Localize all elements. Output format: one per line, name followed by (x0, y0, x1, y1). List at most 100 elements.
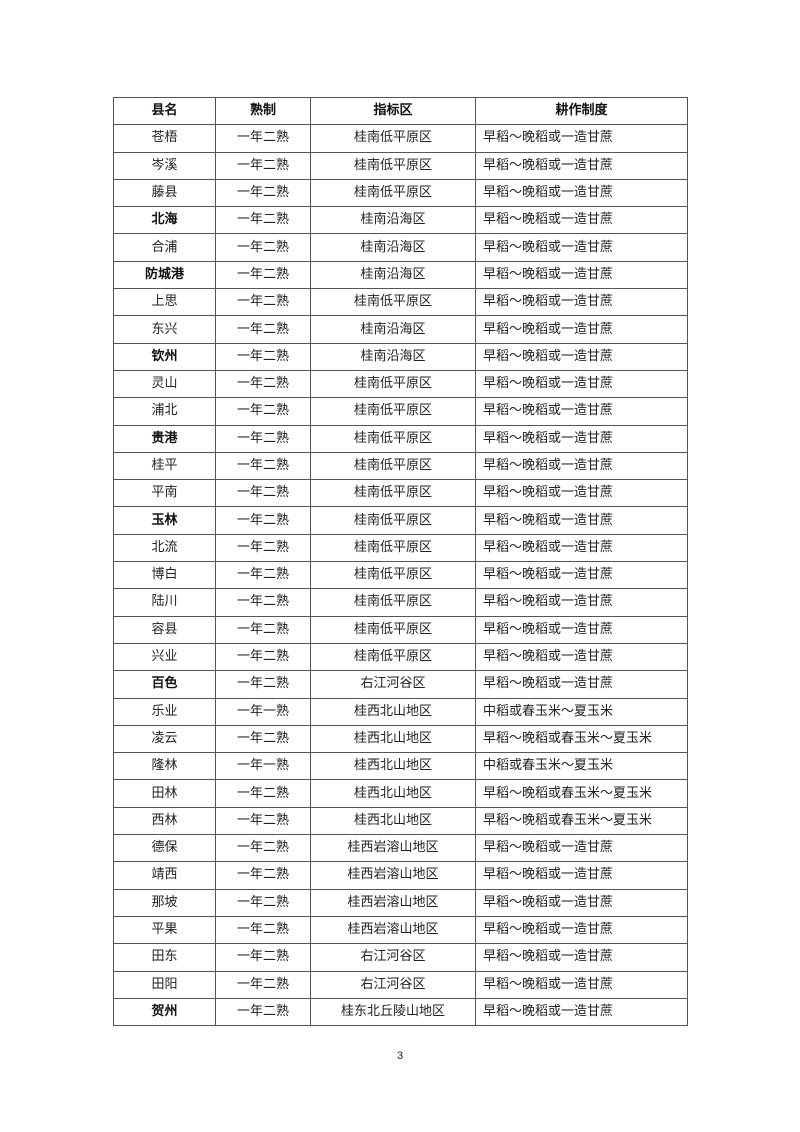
county-cell: 藤县 (113, 178, 216, 208)
county-cell: 百色 (113, 670, 216, 699)
maturity-cell: 一年二熟 (215, 397, 311, 426)
table-row: 那坡 一年二熟 桂西岩溶山地区 早稻～晚稻或一造甘蔗 (113, 888, 688, 917)
table-row: 德保 一年二熟 桂西岩溶山地区 早稻～晚稻或一造甘蔗 (113, 834, 688, 863)
county-cell: 贵港 (113, 424, 216, 453)
maturity-cell: 一年二熟 (215, 670, 311, 699)
county-cell: 玉林 (113, 506, 216, 535)
county-cell: 凌云 (113, 724, 216, 754)
county-cell: 桂平 (113, 451, 216, 481)
system-cell: 早稻～晚稻或一造甘蔗 (475, 561, 688, 590)
maturity-cell: 一年二熟 (215, 451, 311, 481)
county-cell: 灵山 (113, 369, 216, 399)
maturity-cell: 一年二熟 (215, 206, 311, 235)
zone-cell: 桂西岩溶山地区 (310, 915, 476, 945)
zone-cell: 桂西北山地区 (310, 779, 476, 808)
table-row: 西林 一年二熟 桂西北山地区 早稻～晚稻或春玉米～夏玉米 (113, 806, 688, 836)
county-cell: 田东 (113, 943, 216, 972)
maturity-cell: 一年二熟 (215, 943, 311, 972)
maturity-cell: 一年二熟 (215, 915, 311, 945)
zone-cell: 桂南低平原区 (310, 479, 476, 508)
county-cell: 平南 (113, 479, 216, 508)
maturity-cell: 一年二熟 (215, 834, 311, 863)
zone-cell: 桂西岩溶山地区 (310, 861, 476, 890)
county-cell: 博白 (113, 561, 216, 590)
system-cell: 早稻～晚稻或一造甘蔗 (475, 997, 688, 1027)
system-cell: 早稻～晚稻或一造甘蔗 (475, 533, 688, 563)
maturity-cell: 一年二熟 (215, 151, 311, 180)
county-cell: 合浦 (113, 233, 216, 262)
zone-cell: 桂东北丘陵山地区 (310, 997, 476, 1027)
maturity-cell: 一年二熟 (215, 369, 311, 399)
maturity-cell: 一年二熟 (215, 724, 311, 754)
system-cell: 早稻～晚稻或一造甘蔗 (475, 151, 688, 180)
table-row: 合浦 一年二熟 桂南沿海区 早稻～晚稻或一造甘蔗 (113, 233, 688, 262)
system-cell: 早稻～晚稻或一造甘蔗 (475, 260, 688, 290)
table-row: 玉林 一年二熟 桂南低平原区 早稻～晚稻或一造甘蔗 (113, 506, 688, 535)
county-cell: 兴业 (113, 642, 216, 672)
system-cell: 早稻～晚稻或一造甘蔗 (475, 506, 688, 535)
table-row: 北海 一年二熟 桂南沿海区 早稻～晚稻或一造甘蔗 (113, 206, 688, 235)
system-cell: 中稻或春玉米～夏玉米 (475, 752, 688, 781)
maturity-cell: 一年二熟 (215, 779, 311, 808)
table-row: 北流 一年二熟 桂南低平原区 早稻～晚稻或一造甘蔗 (113, 533, 688, 563)
system-cell: 早稻～晚稻或春玉米～夏玉米 (475, 806, 688, 836)
county-cell: 北海 (113, 206, 216, 235)
system-cell: 早稻～晚稻或一造甘蔗 (475, 451, 688, 481)
system-cell: 早稻～晚稻或一造甘蔗 (475, 588, 688, 617)
county-cell: 岑溪 (113, 151, 216, 180)
county-cell: 德保 (113, 834, 216, 863)
table-row: 隆林 一年一熟 桂西北山地区 中稻或春玉米～夏玉米 (113, 752, 688, 781)
county-cell: 隆林 (113, 752, 216, 781)
county-cell: 平果 (113, 915, 216, 945)
zone-cell: 桂南低平原区 (310, 642, 476, 672)
maturity-cell: 一年二熟 (215, 260, 311, 290)
zone-cell: 桂西北山地区 (310, 697, 476, 726)
header-county: 县名 (113, 96, 216, 126)
county-cell: 靖西 (113, 861, 216, 890)
maturity-cell: 一年二熟 (215, 233, 311, 262)
system-cell: 早稻～晚稻或一造甘蔗 (475, 369, 688, 399)
farming-system-table: 县名 熟制 指标区 耕作制度 苍梧 一年二熟 桂南低平原区 早稻～晚稻或一造甘蔗 岑溪一… (113, 96, 688, 1027)
page-number: 3 (396, 1050, 404, 1062)
maturity-cell: 一年二熟 (215, 424, 311, 453)
system-cell: 早稻～晚稻或春玉米～夏玉米 (475, 724, 688, 754)
zone-cell: 桂南低平原区 (310, 397, 476, 426)
county-cell: 苍梧 (113, 124, 216, 153)
county-cell: 浦北 (113, 397, 216, 426)
header-system: 耕作制度 (475, 96, 688, 126)
table-row: 容县 一年二熟 桂南低平原区 早稻～晚稻或一造甘蔗 (113, 615, 688, 644)
maturity-cell: 一年一熟 (215, 697, 311, 726)
zone-cell: 右江河谷区 (310, 943, 476, 972)
county-cell: 田林 (113, 779, 216, 808)
table-row: 贺州 一年二熟 桂东北丘陵山地区 早稻～晚稻或一造甘蔗 (113, 997, 688, 1027)
table-row: 浦北 一年二熟 桂南低平原区 早稻～晚稻或一造甘蔗 (113, 397, 688, 426)
county-cell: 上思 (113, 288, 216, 317)
system-cell: 早稻～晚稻或一造甘蔗 (475, 178, 688, 208)
maturity-cell: 一年二熟 (215, 588, 311, 617)
system-cell: 早稻～晚稻或一造甘蔗 (475, 315, 688, 344)
maturity-cell: 一年二熟 (215, 533, 311, 563)
zone-cell: 桂南低平原区 (310, 588, 476, 617)
zone-cell: 桂南沿海区 (310, 342, 476, 371)
system-cell: 早稻～晚稻或一造甘蔗 (475, 233, 688, 262)
zone-cell: 桂西北山地区 (310, 752, 476, 781)
table-row: 陆川 一年二熟 桂南低平原区 早稻～晚稻或一造甘蔗 (113, 588, 688, 617)
system-cell: 早稻～晚稻或一造甘蔗 (475, 397, 688, 426)
county-cell: 贺州 (113, 997, 216, 1027)
header-zone: 指标区 (310, 96, 476, 126)
zone-cell: 桂南沿海区 (310, 206, 476, 235)
zone-cell: 桂南低平原区 (310, 533, 476, 563)
header-maturity: 熟制 (215, 96, 311, 126)
table-row: 平南 一年二熟 桂南低平原区 早稻～晚稻或一造甘蔗 (113, 479, 688, 508)
table-row: 田东 一年二熟 右江河谷区 早稻～晚稻或一造甘蔗 (113, 943, 688, 972)
county-cell: 田阳 (113, 970, 216, 999)
table-row: 桂平 一年二熟 桂南低平原区 早稻～晚稻或一造甘蔗 (113, 451, 688, 481)
maturity-cell: 一年二熟 (215, 561, 311, 590)
county-cell: 防城港 (113, 260, 216, 290)
maturity-cell: 一年二熟 (215, 506, 311, 535)
maturity-cell: 一年二熟 (215, 970, 311, 999)
zone-cell: 桂南低平原区 (310, 561, 476, 590)
table-row: 百色 一年二熟 右江河谷区 早稻～晚稻或一造甘蔗 (113, 670, 688, 699)
system-cell: 早稻～晚稻或春玉米～夏玉米 (475, 779, 688, 808)
table-row: 田阳 一年二熟 右江河谷区 早稻～晚稻或一造甘蔗 (113, 970, 688, 999)
